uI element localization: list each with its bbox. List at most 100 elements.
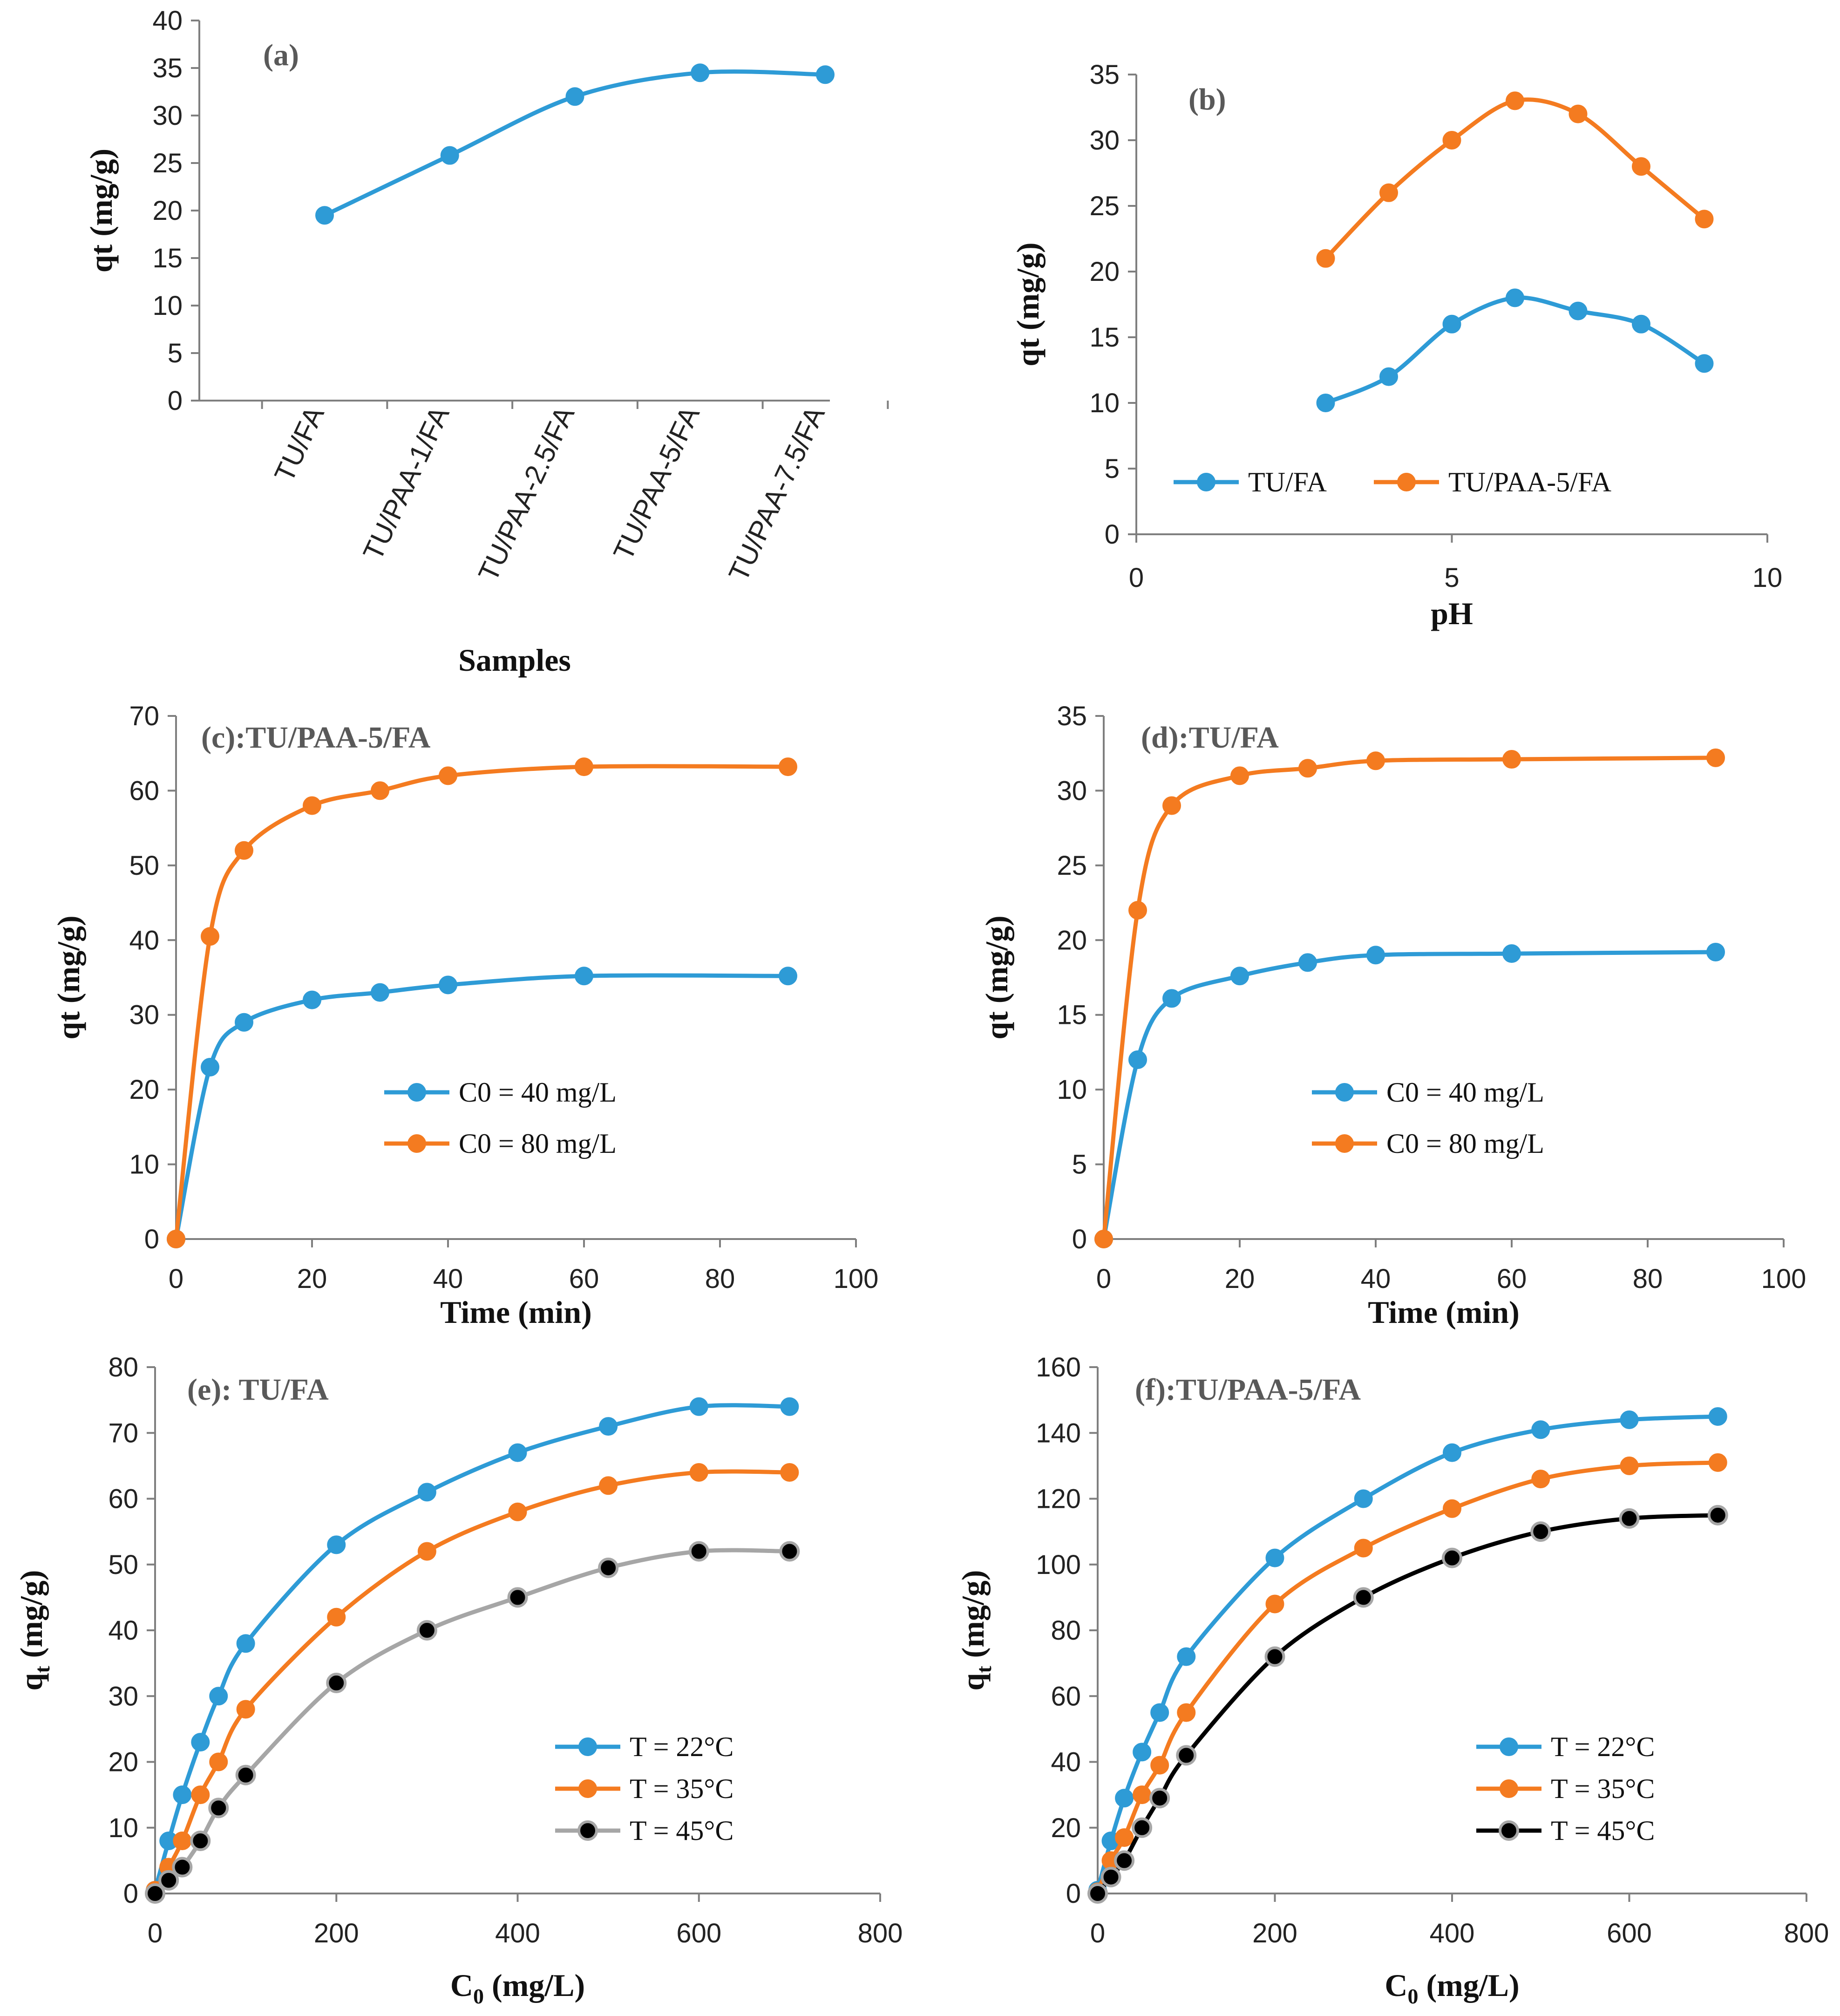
data-point bbox=[507, 1587, 528, 1608]
y-tick-label: 10 bbox=[152, 291, 183, 321]
x-tick-label: 10 bbox=[1752, 563, 1783, 593]
legend-entry: C0 = 40 mg/L bbox=[1312, 1077, 1544, 1108]
category-label: TU/PAA-7.5/FA bbox=[723, 402, 831, 586]
panel-title: (e): TU/FA bbox=[187, 1373, 329, 1407]
y-tick-label: 0 bbox=[168, 386, 183, 416]
x-tick-label: 100 bbox=[834, 1264, 879, 1294]
series-line-2 bbox=[153, 1548, 790, 1895]
legend-marker bbox=[1397, 473, 1416, 491]
y-tick-label: 70 bbox=[129, 701, 159, 731]
y-tick-label: 10 bbox=[108, 1813, 138, 1843]
series-line-1 bbox=[1324, 97, 1706, 260]
legend-marker bbox=[1499, 1820, 1519, 1841]
legend-label: T = 45°C bbox=[630, 1815, 733, 1846]
y-axis-title-subscript: t bbox=[972, 1666, 996, 1673]
legend-marker bbox=[577, 1820, 598, 1841]
legend-label: C0 = 40 mg/L bbox=[459, 1077, 617, 1108]
x-tick-label: 60 bbox=[569, 1264, 599, 1294]
category-label: TU/PAA-2.5/FA bbox=[472, 402, 580, 586]
legend-marker bbox=[578, 1779, 597, 1798]
data-point bbox=[1707, 1505, 1728, 1526]
data-point bbox=[303, 796, 321, 815]
legend-entry: T = 45°C bbox=[1476, 1815, 1655, 1846]
y-tick-label: 20 bbox=[129, 1075, 159, 1105]
data-point bbox=[1100, 1866, 1121, 1887]
data-point bbox=[201, 927, 219, 946]
legend-marker bbox=[1500, 1779, 1518, 1798]
x-axis-title: Time (min) bbox=[1368, 1294, 1520, 1330]
data-point bbox=[599, 1476, 618, 1495]
legend-label: T = 35°C bbox=[1551, 1773, 1655, 1804]
legend-entry: TU/FA bbox=[1174, 467, 1327, 497]
legend-label: T = 22°C bbox=[630, 1731, 733, 1762]
data-point bbox=[1706, 942, 1725, 961]
legend-marker bbox=[407, 1134, 426, 1153]
legend-entry: C0 = 80 mg/L bbox=[384, 1128, 617, 1159]
legend-marker bbox=[1335, 1134, 1354, 1153]
y-axis-title-subscript: t bbox=[30, 1666, 54, 1673]
y-tick-label: 20 bbox=[152, 196, 183, 226]
y-axis-title: qt (mg/g) bbox=[14, 1570, 54, 1691]
data-point bbox=[1150, 1756, 1169, 1775]
legend-label: T = 45°C bbox=[1551, 1815, 1655, 1846]
data-point bbox=[416, 1620, 437, 1641]
y-tick-label: 100 bbox=[1036, 1550, 1081, 1580]
legend-label: C0 = 80 mg/L bbox=[1386, 1128, 1544, 1159]
chart-panel-b: 0 5 10 15 20 25 30 35 0 5 10 (b) pH qt (mg/g) TU/FA TU/… bbox=[1010, 60, 1782, 631]
x-tick-label: 0 bbox=[1129, 563, 1144, 593]
x-tick-label: 5 bbox=[1444, 563, 1459, 593]
x-axis-title-main: C bbox=[1385, 1968, 1407, 2003]
y-tick-label: 30 bbox=[108, 1681, 138, 1711]
data-point bbox=[1316, 394, 1335, 412]
data-point bbox=[191, 1733, 210, 1752]
data-point bbox=[1442, 1547, 1462, 1568]
data-point bbox=[780, 1397, 799, 1416]
y-tick-label: 80 bbox=[108, 1352, 138, 1383]
y-tick-label: 50 bbox=[108, 1550, 138, 1580]
x-axis-title-subscript: 0 bbox=[473, 1984, 484, 2008]
x-axis-title: C0 (mg/L) bbox=[1385, 1968, 1519, 2008]
chart-panel-a: 0 5 10 15 20 25 30 35 40 TU/FA TU/PAA-1/FA TU/PAA-2… bbox=[83, 6, 889, 678]
panel-title: (b) bbox=[1188, 82, 1226, 116]
y-tick-label: 10 bbox=[1057, 1075, 1087, 1105]
y-tick-label: 140 bbox=[1036, 1418, 1081, 1448]
x-tick-label: 200 bbox=[314, 1918, 359, 1948]
data-point bbox=[1620, 1410, 1639, 1429]
y-tick-label: 30 bbox=[1089, 125, 1120, 156]
data-point bbox=[1133, 1743, 1152, 1762]
legend-entry: T = 22°C bbox=[555, 1731, 733, 1762]
data-point bbox=[1620, 1456, 1639, 1475]
legend-entry: T = 22°C bbox=[1476, 1731, 1655, 1762]
data-point bbox=[575, 757, 593, 776]
y-tick-label: 10 bbox=[1089, 388, 1120, 418]
data-point bbox=[599, 1417, 618, 1436]
y-tick-label: 15 bbox=[152, 243, 183, 273]
data-point bbox=[1298, 953, 1317, 972]
data-point bbox=[1162, 989, 1181, 1008]
y-tick-label: 50 bbox=[129, 851, 159, 881]
y-tick-label: 40 bbox=[1051, 1747, 1081, 1778]
legend-entry: T = 35°C bbox=[1476, 1773, 1655, 1804]
data-point bbox=[173, 1832, 192, 1850]
x-tick-label: 0 bbox=[148, 1918, 163, 1948]
data-point bbox=[158, 1870, 179, 1891]
x-tick-label: 0 bbox=[1096, 1264, 1111, 1294]
x-axis-title-subscript: 0 bbox=[1407, 1984, 1418, 2008]
y-tick-label: 0 bbox=[1066, 1879, 1081, 1909]
legend-entry: C0 = 40 mg/L bbox=[384, 1077, 617, 1108]
x-tick-label: 40 bbox=[433, 1264, 463, 1294]
data-point bbox=[575, 967, 593, 986]
x-tick-label: 100 bbox=[1761, 1264, 1806, 1294]
y-tick-label: 40 bbox=[108, 1615, 138, 1646]
data-point bbox=[235, 841, 253, 860]
legend-marker bbox=[1197, 473, 1215, 491]
legend-marker bbox=[1500, 1737, 1518, 1756]
category-label: TU/PAA-5/FA bbox=[607, 402, 706, 565]
data-point bbox=[508, 1502, 527, 1521]
y-tick-label: 5 bbox=[1072, 1150, 1087, 1180]
data-point bbox=[1230, 766, 1249, 785]
y-tick-label: 0 bbox=[123, 1879, 138, 1909]
x-axis-title: pH bbox=[1431, 596, 1473, 631]
data-point bbox=[1568, 301, 1588, 320]
data-point bbox=[1354, 1539, 1373, 1558]
